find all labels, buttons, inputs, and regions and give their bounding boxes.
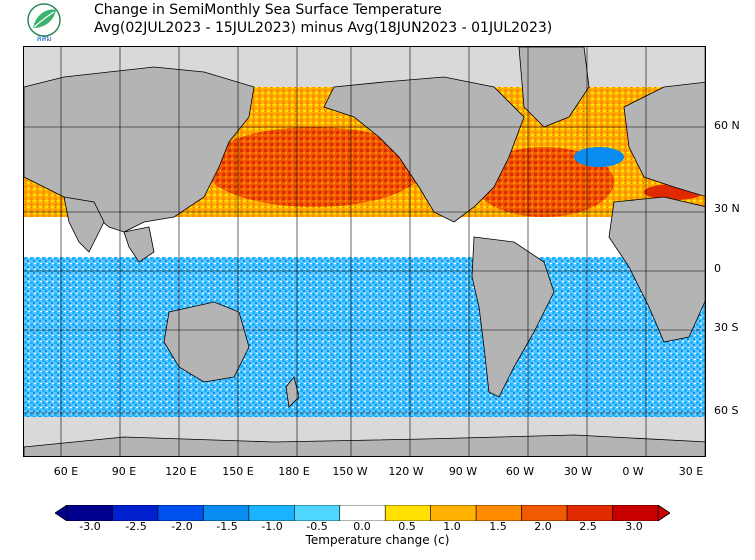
colorbar-swatch bbox=[294, 505, 341, 521]
colorbar-swatch bbox=[66, 505, 113, 521]
colorbar-tick: 1.5 bbox=[489, 520, 507, 533]
colorbar-swatch bbox=[612, 505, 659, 521]
eurasia-landmass bbox=[24, 66, 255, 233]
lon-label-150e: 150 E bbox=[222, 465, 254, 478]
antarctica-landmass bbox=[24, 434, 705, 456]
colorbar-tick: 3.0 bbox=[625, 520, 643, 533]
lon-label-0w: 0 W bbox=[622, 465, 644, 478]
colorbar-tick: 0.5 bbox=[398, 520, 416, 533]
colorbar-swatch bbox=[248, 505, 295, 521]
lon-label-180e: 180 E bbox=[278, 465, 310, 478]
lon-label-30w: 30 W bbox=[563, 465, 593, 478]
colorbar-tick: 2.5 bbox=[579, 520, 597, 533]
lon-label-120e: 120 E bbox=[165, 465, 197, 478]
leaf-logo-icon: ลสม bbox=[27, 3, 61, 42]
colorbar-tick: 2.0 bbox=[534, 520, 552, 533]
colorbar-tick: 0.0 bbox=[353, 520, 371, 533]
india-landmass bbox=[63, 196, 105, 253]
lon-label-60e: 60 E bbox=[53, 465, 79, 478]
lat-label-60s: 60 S bbox=[714, 404, 739, 417]
north-atlantic-cool-patch bbox=[574, 147, 624, 167]
australia-landmass bbox=[163, 301, 250, 383]
colorbar-tick: -1.5 bbox=[216, 520, 238, 533]
lon-label-90e: 90 E bbox=[111, 465, 137, 478]
southern-ocean-band bbox=[24, 257, 705, 417]
colorbar-swatch bbox=[384, 505, 431, 521]
lat-label-30s: 30 S bbox=[714, 321, 739, 334]
colorbar-tick: 1.0 bbox=[443, 520, 461, 533]
lat-label-30n: 30 N bbox=[714, 202, 740, 215]
colorbar-swatch bbox=[339, 505, 386, 521]
colorbar-tick: -0.5 bbox=[306, 520, 328, 533]
map-canvas bbox=[24, 47, 705, 456]
colorbar-tick: -2.5 bbox=[125, 520, 147, 533]
colorbar bbox=[55, 505, 670, 521]
colorbar-swatch bbox=[157, 505, 204, 521]
new-zealand-landmass bbox=[285, 376, 300, 408]
colorbar-tick: -2.0 bbox=[171, 520, 193, 533]
lon-label-120w: 120 W bbox=[388, 465, 424, 478]
colorbar-tick: -3.0 bbox=[79, 520, 101, 533]
lon-label-30e: 30 E bbox=[678, 465, 704, 478]
lat-label-0: 0 bbox=[714, 262, 721, 275]
colorbar-swatch bbox=[112, 505, 159, 521]
colorbar-max-arrow bbox=[657, 505, 670, 521]
north-pacific-hotspot bbox=[204, 127, 424, 207]
lon-label-90w: 90 W bbox=[448, 465, 478, 478]
europe-landmass bbox=[623, 81, 705, 197]
africa-landmass bbox=[608, 196, 705, 343]
south-america-landmass bbox=[471, 236, 555, 398]
logo-text: ลสม bbox=[36, 34, 51, 42]
colorbar-swatch bbox=[566, 505, 613, 521]
colorbar-min-arrow bbox=[55, 505, 68, 521]
lat-label-60n: 60 N bbox=[714, 119, 740, 132]
sst-change-map bbox=[23, 46, 706, 457]
southeast-asia-landmass bbox=[123, 226, 155, 263]
greenland-landmass bbox=[518, 47, 590, 128]
lon-label-150w: 150 W bbox=[332, 465, 368, 478]
title-line-2: Avg(02JUL2023 - 15JUL2023) minus Avg(18J… bbox=[94, 20, 553, 36]
colorbar-tick: -1.0 bbox=[261, 520, 283, 533]
colorbar-swatch bbox=[475, 505, 522, 521]
colorbar-swatch bbox=[430, 505, 477, 521]
colorbar-swatches bbox=[66, 505, 659, 521]
colorbar-label: Temperature change (c) bbox=[305, 533, 450, 547]
map-title: Change in SemiMonthly Sea Surface Temper… bbox=[94, 1, 552, 37]
lon-label-60w: 60 W bbox=[505, 465, 535, 478]
title-line-1: Change in SemiMonthly Sea Surface Temper… bbox=[94, 2, 442, 18]
colorbar-swatch bbox=[521, 505, 568, 521]
colorbar-swatch bbox=[203, 505, 250, 521]
north-atlantic-hotspot bbox=[474, 147, 614, 217]
